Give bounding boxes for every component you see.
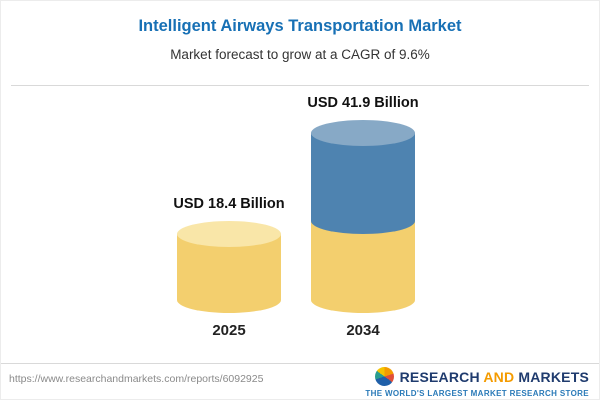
logo-row: RESEARCH AND MARKETS (365, 367, 589, 386)
bar-2025-top-ellipse (177, 221, 281, 247)
bar-2025-gold-segment (177, 221, 281, 313)
chart-area: USD 18.4 Billion 2025 USD 41.9 Billion 2… (1, 86, 599, 341)
globe-icon (374, 367, 394, 386)
bar-2034-top-ellipse (311, 120, 415, 146)
logo-wordmark: RESEARCH AND MARKETS (400, 369, 589, 385)
footer-divider (1, 363, 599, 364)
footer: https://www.researchandmarkets.com/repor… (9, 364, 589, 399)
logo-word-and: AND (483, 368, 515, 385)
category-label-2034: 2034 (346, 322, 380, 339)
bar-2025: USD 18.4 Billion 2025 (173, 196, 284, 339)
value-label-2025: USD 18.4 Billion (173, 196, 285, 212)
bar-2034-gold-segment (311, 221, 415, 313)
logo-word-research: RESEARCH (399, 368, 480, 385)
chart-title: Intelligent Airways Transportation Marke… (138, 17, 462, 35)
category-label-2025: 2025 (212, 322, 246, 339)
bar-2034: USD 41.9 Billion 2034 (307, 95, 418, 339)
logo-tagline: THE WORLD'S LARGEST MARKET RESEARCH STOR… (365, 389, 589, 398)
report-url: https://www.researchandmarkets.com/repor… (9, 373, 264, 385)
chart-header: Intelligent Airways Transportation Marke… (1, 1, 599, 62)
value-label-2034: USD 41.9 Billion (307, 95, 419, 111)
bar-2034-blue-segment (311, 120, 415, 234)
research-and-markets-logo: RESEARCH AND MARKETS THE WORLD'S LARGEST… (365, 367, 589, 398)
header-divider (11, 85, 589, 86)
chart-subtitle: Market forecast to grow at a CAGR of 9.6… (170, 47, 430, 62)
logo-word-markets: MARKETS (518, 368, 589, 385)
